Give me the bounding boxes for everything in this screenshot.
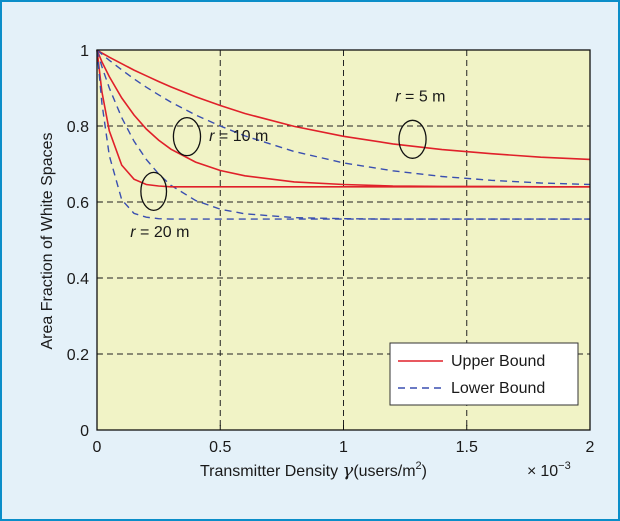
x-multiplier-times: × xyxy=(527,463,536,480)
y-tick-label-2: 0.4 xyxy=(67,271,89,288)
x-tick-label-1: 0.5 xyxy=(209,439,231,456)
annotation-ellipse-r5 xyxy=(398,119,427,159)
legend-box xyxy=(389,342,579,406)
y-tick-label-1: 0.2 xyxy=(67,347,89,364)
x-axis-label-main: Transmitter Density xyxy=(200,463,343,480)
x-tick-label-4: 2 xyxy=(586,439,595,456)
legend-label-upper-bound: Upper Bound xyxy=(451,353,545,370)
series-line-r10-lower xyxy=(96,49,590,220)
y-tick-label-5: 1 xyxy=(80,43,89,60)
x-axis-label: Transmitter Density γ(users/m2) xyxy=(200,460,427,481)
annotation-label-r20: r = 20 m xyxy=(130,224,189,241)
x-tick-label-0: 0 xyxy=(93,439,102,456)
series-line-r5-lower xyxy=(96,49,591,186)
annotation-label-r5: r = 5 m xyxy=(395,88,445,105)
x-axis-label-symbol: γ xyxy=(343,460,354,481)
annotation-ellipse-r10 xyxy=(172,116,202,157)
x-multiplier-exp: −3 xyxy=(558,460,571,472)
series-line-r5-upper xyxy=(96,49,591,161)
y-axis-label: Area Fraction of White Spaces xyxy=(39,133,56,350)
series-line-r20-upper xyxy=(96,49,590,188)
legend-label-lower-bound: Lower Bound xyxy=(451,380,545,397)
x-tick-label-2: 1 xyxy=(339,439,348,456)
annotation-label-r10: r = 10 m xyxy=(209,128,268,145)
x-axis-label-unit-open: (users/m xyxy=(353,463,415,480)
x-axis-label-unit-sup: 2 xyxy=(416,460,422,472)
y-tick-label-0: 0 xyxy=(80,423,89,440)
series-line-r20-lower xyxy=(96,49,590,220)
x-axis-multiplier: × 10−3 xyxy=(527,460,571,480)
legend: Upper Bound Lower Bound xyxy=(389,342,579,406)
y-tick-label-3: 0.6 xyxy=(67,195,89,212)
x-tick-label-3: 1.5 xyxy=(456,439,478,456)
y-tick-label-4: 0.8 xyxy=(67,119,89,136)
annotation-ellipse-r20 xyxy=(140,171,168,212)
x-multiplier-base: 10 xyxy=(540,463,558,480)
x-axis-label-unit-close: ) xyxy=(422,463,427,480)
